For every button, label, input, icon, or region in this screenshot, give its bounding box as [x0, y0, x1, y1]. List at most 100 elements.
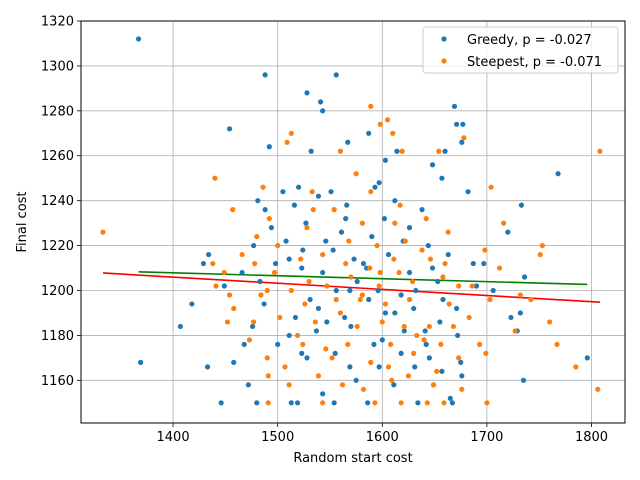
data-point: [537, 251, 543, 258]
data-point: [348, 274, 354, 280]
data-point: [458, 359, 464, 365]
data-point: [412, 364, 418, 370]
data-point: [299, 350, 305, 356]
data-point: [299, 265, 305, 271]
data-point: [342, 314, 348, 321]
data-point: [392, 198, 398, 204]
data-point: [505, 229, 511, 235]
data-point: [573, 364, 579, 370]
data-point: [434, 368, 440, 374]
data-point: [296, 184, 302, 190]
data-point: [411, 350, 417, 356]
data-point: [437, 319, 443, 325]
data-point: [379, 337, 385, 343]
data-point: [320, 269, 326, 276]
data-point: [384, 117, 391, 123]
data-point: [348, 323, 354, 330]
data-point: [359, 220, 366, 226]
data-point: [425, 242, 431, 249]
data-point: [456, 283, 462, 289]
data-point: [368, 359, 374, 365]
data-point: [315, 373, 322, 379]
data-point: [266, 216, 272, 222]
data-point: [389, 377, 395, 383]
data-point: [239, 269, 245, 276]
data-point: [308, 148, 314, 154]
data-point: [521, 274, 528, 280]
data-point: [391, 382, 397, 388]
data-point: [445, 229, 451, 235]
data-point: [429, 162, 436, 168]
data-point: [272, 260, 279, 267]
data-point: [204, 364, 211, 370]
data-point: [337, 310, 344, 316]
data-point: [271, 269, 278, 276]
data-point: [547, 319, 553, 325]
data-point: [442, 148, 448, 154]
data-point: [406, 296, 413, 303]
data-point: [459, 139, 465, 145]
data-point: [456, 355, 462, 361]
data-point: [268, 225, 274, 231]
data-point: [320, 108, 326, 114]
data-point: [307, 296, 313, 303]
data-point: [351, 256, 357, 262]
data-point: [512, 328, 518, 334]
data-point: [306, 278, 312, 285]
data-point: [459, 386, 465, 392]
data-point: [138, 359, 144, 365]
data-point: [483, 350, 489, 356]
data-point: [392, 310, 398, 316]
data-point: [338, 229, 345, 235]
data-point: [357, 296, 363, 303]
data-point: [435, 278, 441, 285]
data-point: [258, 292, 264, 298]
data-point: [449, 400, 455, 406]
data-point: [554, 341, 560, 347]
data-point: [266, 144, 272, 150]
legend-marker-greedy: [441, 36, 447, 42]
data-point: [332, 350, 338, 356]
data-point: [482, 247, 488, 253]
data-point: [328, 189, 334, 195]
data-point: [419, 247, 425, 253]
x-tick-label: 1700: [470, 430, 503, 445]
data-point: [385, 364, 392, 370]
data-point: [218, 400, 224, 406]
data-point: [249, 323, 256, 330]
data-point: [353, 171, 359, 177]
data-point: [213, 283, 219, 289]
data-point: [346, 238, 352, 244]
data-point: [366, 296, 372, 303]
data-point: [360, 386, 367, 392]
data-point: [429, 265, 436, 271]
data-point: [388, 341, 394, 347]
data-point: [224, 319, 231, 325]
x-axis-label: Random start cost: [293, 451, 412, 466]
data-point: [394, 148, 400, 154]
data-point: [440, 274, 446, 280]
data-point: [539, 242, 545, 249]
x-tick-label: 1800: [575, 430, 608, 445]
data-point: [333, 287, 339, 294]
data-point: [487, 296, 493, 303]
data-point: [376, 180, 382, 186]
data-point: [372, 184, 378, 190]
legend-label-steepest: Steepest, p = -0.071: [467, 55, 602, 70]
data-point: [555, 171, 561, 177]
data-point: [439, 368, 445, 374]
data-point: [372, 400, 378, 406]
data-point: [392, 220, 398, 226]
data-point: [283, 238, 289, 244]
data-point: [402, 238, 408, 244]
data-point: [354, 278, 360, 285]
data-point: [323, 346, 329, 352]
data-point: [368, 103, 374, 109]
data-point: [488, 184, 494, 190]
y-axis-label: Final cost: [15, 191, 30, 252]
data-point: [401, 323, 407, 330]
y-tick-label: 1200: [41, 284, 74, 299]
data-point: [371, 341, 377, 347]
data-point: [331, 207, 337, 213]
